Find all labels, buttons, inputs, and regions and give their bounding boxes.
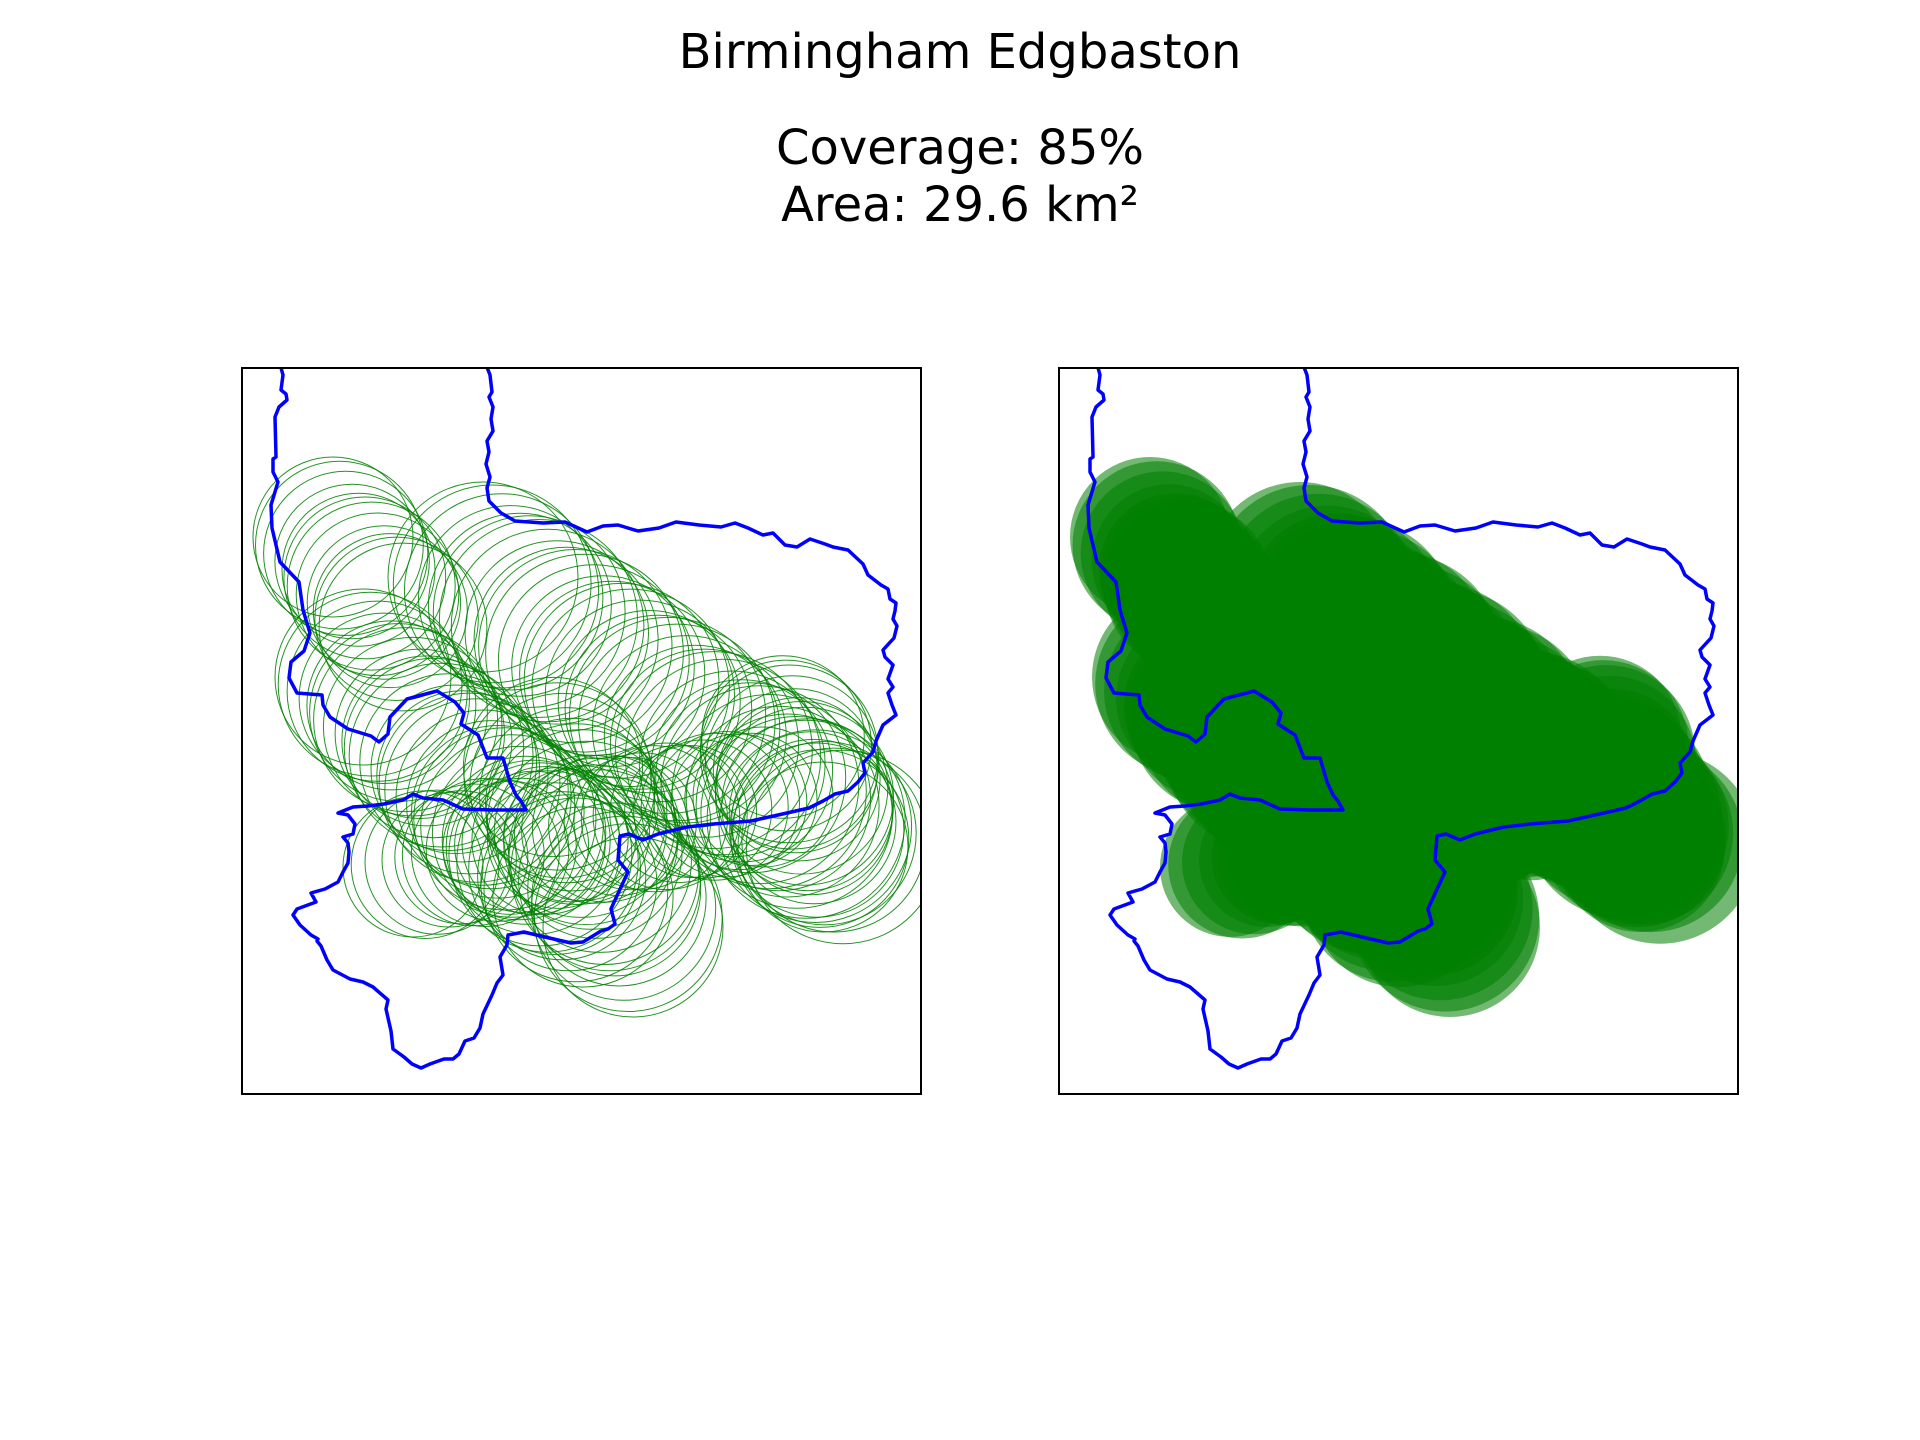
coverage-circle	[684, 732, 818, 866]
coverage-circle	[322, 636, 503, 817]
coverage-circle	[478, 549, 673, 744]
coverage-circle	[695, 713, 880, 898]
coverage-circle	[484, 717, 659, 892]
coverage-circles-outline	[252, 456, 920, 1018]
coverage-circle	[306, 525, 462, 680]
coverage-circle	[298, 612, 470, 784]
coverage-circle	[480, 794, 658, 972]
coverage-circle	[274, 483, 430, 640]
coverage-circle	[580, 745, 728, 893]
coverage-circle	[462, 676, 644, 858]
coverage-circle	[1136, 543, 1304, 711]
coverage-circle	[653, 731, 800, 878]
map-panel-outline-circles	[241, 367, 922, 1095]
coverage-circle	[492, 806, 674, 988]
coverage-circle	[640, 732, 789, 881]
coverage-circle	[730, 749, 910, 928]
coverage-circle	[557, 610, 741, 794]
coverage-circle	[701, 655, 865, 819]
filled-circles-map	[1070, 369, 1737, 1070]
constituency-boundary	[269, 369, 899, 1070]
coverage-circle	[485, 553, 684, 753]
coverage-circle	[533, 823, 723, 1012]
coverage-circle	[359, 673, 538, 852]
coverage-circle	[411, 725, 585, 899]
coverage-circle	[418, 505, 604, 691]
coverage-circle	[295, 512, 460, 677]
constituency-boundary	[1086, 369, 1716, 1070]
coverage-circle	[318, 542, 488, 712]
coverage-circle	[277, 591, 463, 777]
coverage-circle	[376, 690, 549, 863]
coverage-circle	[461, 770, 606, 916]
coverage-circle	[531, 811, 707, 987]
coverage-circle	[716, 697, 881, 862]
coverage-circle	[469, 692, 656, 879]
coverage-circles-filled	[1070, 457, 1737, 1017]
coverage-circle	[431, 745, 607, 921]
figure-title: Birmingham Edgbaston	[678, 24, 1242, 80]
coverage-circle	[438, 519, 638, 718]
coverage-circle	[281, 492, 436, 647]
map-panel-filled-circles	[1058, 367, 1739, 1095]
coverage-circle	[403, 493, 600, 689]
coverage-circle	[342, 796, 484, 938]
coverage-circle	[729, 742, 905, 918]
coverage-circle	[348, 662, 534, 848]
coverage-circle	[394, 790, 529, 925]
coverage-circle	[381, 792, 517, 928]
coverage-circle	[387, 481, 579, 673]
coverage-circle	[718, 729, 913, 924]
coverage-circle	[468, 782, 642, 956]
coverage-circle	[699, 664, 879, 844]
coverage-circle	[432, 515, 626, 709]
coverage-circle	[306, 620, 477, 791]
coverage-circle	[712, 688, 878, 854]
coverage-circle	[518, 788, 701, 972]
outline-circles-map	[252, 369, 920, 1070]
coverage-circle	[410, 778, 560, 927]
coverage-circle	[531, 815, 717, 1001]
coverage-label: Coverage: 85%	[775, 120, 1145, 176]
area-label: Area: 29.6 km²	[781, 177, 1139, 233]
coverage-circle	[1510, 727, 1650, 867]
coverage-circle	[263, 470, 429, 636]
coverage-circle	[573, 752, 712, 890]
coverage-circle	[706, 719, 906, 919]
coverage-circle	[309, 623, 488, 802]
coverage-circle	[384, 698, 569, 883]
coverage-circle	[563, 757, 697, 891]
coverage-circle	[286, 501, 456, 671]
coverage-circle	[283, 496, 447, 660]
coverage-circle	[609, 744, 748, 884]
coverage-circle	[493, 740, 679, 926]
coverage-circle	[312, 533, 468, 689]
coverage-circle	[464, 540, 649, 725]
coverage-circle	[513, 765, 651, 902]
coverage-circle	[378, 692, 561, 875]
coverage-circle	[314, 536, 479, 701]
coverage-circle	[527, 802, 702, 977]
coverage-circle	[454, 777, 590, 913]
coverage-circle	[483, 797, 669, 983]
coverage-circle	[569, 616, 767, 815]
coverage-circle	[274, 588, 452, 766]
coverage-circle	[592, 742, 741, 891]
coverage-circle	[633, 739, 773, 879]
coverage-circle	[341, 655, 513, 827]
coverage-circle	[425, 778, 570, 922]
